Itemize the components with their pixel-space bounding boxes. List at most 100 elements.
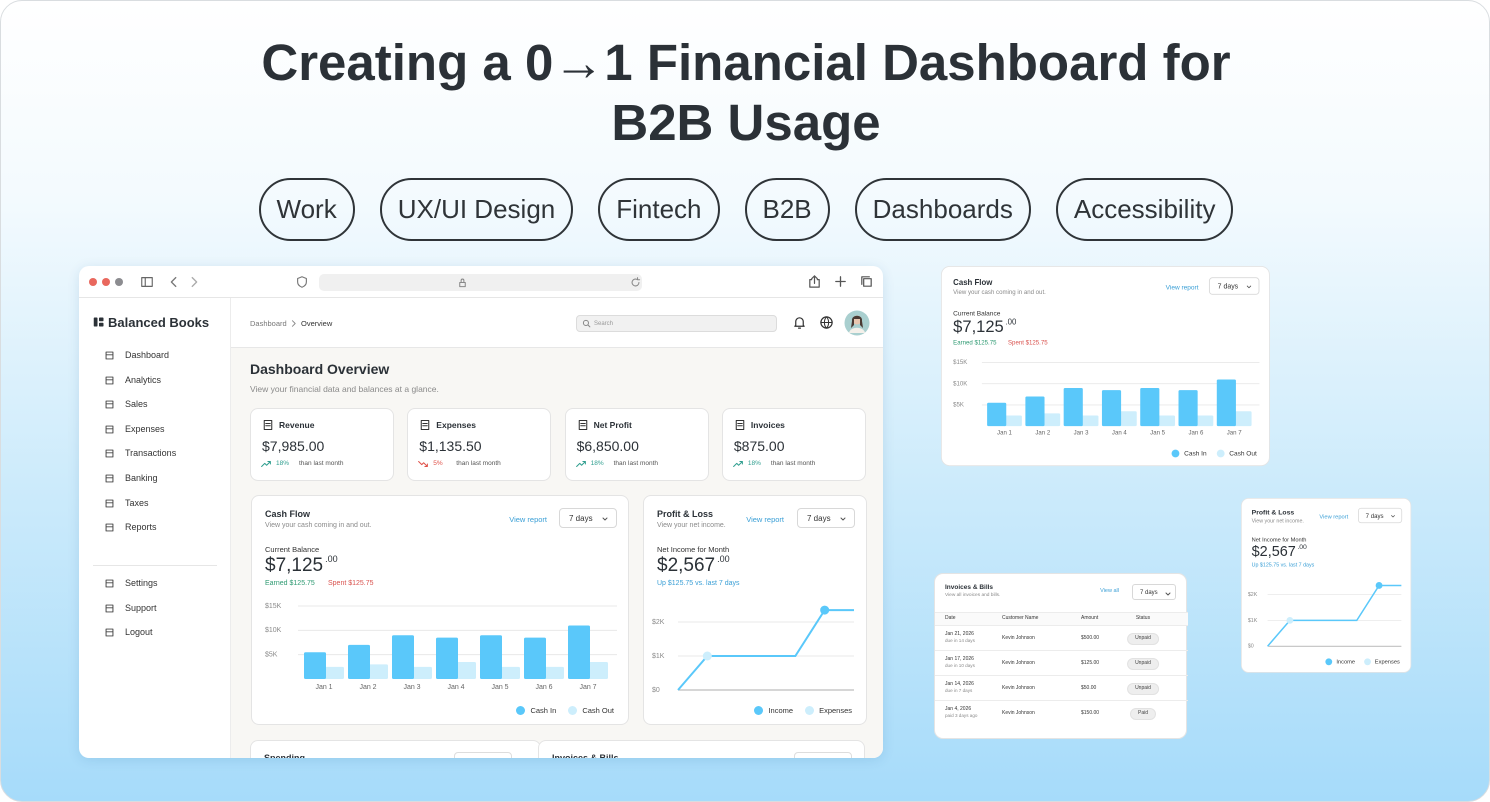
nav-label: Sales bbox=[125, 399, 148, 410]
nav-icon bbox=[105, 425, 114, 434]
icon-stroke bbox=[105, 523, 114, 532]
period-label: 7 days bbox=[1140, 590, 1158, 596]
nav-label: Settings bbox=[125, 578, 158, 588]
stat-card: Invoices $875.00 18% than last month bbox=[721, 408, 866, 481]
status-badge: Unpaid bbox=[1127, 632, 1159, 645]
tag-pill: Fintech bbox=[598, 178, 720, 241]
nav-label: Dashboard bbox=[125, 350, 170, 360]
card-subtitle: View your cash coming in and out. bbox=[953, 289, 1046, 296]
period-dropdown[interactable]: 7 days bbox=[1358, 507, 1403, 524]
lower-card-title: Invoices & Bills bbox=[552, 753, 619, 759]
icon-stroke bbox=[578, 419, 587, 431]
nav-item[interactable]: Taxes bbox=[79, 496, 231, 512]
view-report-link[interactable]: View report bbox=[509, 515, 547, 524]
x-tick-label: Jan 7 bbox=[579, 684, 596, 691]
table-row: Jan 17, 2026 due in 10 days Kevin Johnson $… bbox=[935, 651, 1188, 676]
icon-stroke bbox=[575, 461, 586, 467]
y-tick-label: $15K bbox=[953, 359, 967, 366]
stat-change: 5% bbox=[433, 460, 443, 467]
legend-swatch bbox=[1325, 658, 1333, 666]
customer-name: Kevin Johnson bbox=[1002, 685, 1035, 691]
legend-item: Cash In bbox=[516, 706, 556, 715]
y-tick-label: $1K bbox=[1248, 618, 1258, 624]
view-all-link[interactable]: View all bbox=[1100, 588, 1119, 594]
period-label: 7 days bbox=[569, 514, 593, 523]
balance: $2,567.00 bbox=[657, 555, 730, 576]
bar bbox=[1216, 379, 1236, 427]
change-note: Up $125.75 vs. last 7 days bbox=[657, 580, 740, 587]
icon-stroke bbox=[794, 317, 805, 329]
balance: $7,125.00 bbox=[953, 318, 1016, 337]
nav-item[interactable]: Analytics bbox=[79, 373, 231, 389]
legend-item: Cash In bbox=[1171, 449, 1207, 458]
nav-item[interactable]: Sales bbox=[79, 397, 231, 413]
icon-stroke bbox=[105, 400, 114, 409]
icon-stroke bbox=[141, 277, 153, 287]
icon-stroke bbox=[261, 461, 271, 467]
nav-item[interactable]: Transactions bbox=[79, 446, 231, 462]
stat-card: Revenue $7,985.00 18% than last month bbox=[250, 408, 394, 481]
cash-flow-card: Cash Flow View your cash coming in and ou… bbox=[251, 495, 629, 725]
icon-stroke bbox=[105, 474, 114, 483]
period-dropdown[interactable]: 7 days bbox=[559, 508, 617, 528]
nav-item[interactable]: Dashboard bbox=[79, 348, 231, 364]
nav-item[interactable]: Settings bbox=[79, 576, 231, 592]
sidebar: Balanced Books Dashboard Analytics Sales Exp… bbox=[79, 298, 231, 758]
x-tick-label: Jan 2 bbox=[359, 684, 376, 691]
x-tick-label: Jan 3 bbox=[403, 684, 420, 691]
status-badge: Unpaid bbox=[1127, 682, 1159, 695]
x-tick-label: Jan 6 bbox=[535, 684, 552, 691]
icon-stroke bbox=[421, 419, 430, 431]
nav-icon bbox=[105, 376, 114, 385]
dropdown[interactable] bbox=[794, 752, 852, 758]
stat-card: Expenses $1,135.50 5% than last month bbox=[407, 408, 552, 481]
headline: B2B Usage bbox=[611, 94, 881, 151]
y-tick-label: $2K bbox=[1248, 592, 1258, 598]
trend-icon bbox=[575, 461, 586, 467]
bar bbox=[1117, 411, 1137, 427]
window-dot bbox=[89, 278, 97, 286]
view-report-link[interactable]: View report bbox=[746, 515, 784, 524]
legend-label: Cash In bbox=[530, 706, 557, 715]
nav-item[interactable]: Banking bbox=[79, 471, 231, 487]
icon-stroke bbox=[840, 517, 846, 521]
legend-item: Cash Out bbox=[1217, 449, 1257, 458]
icon-stroke bbox=[105, 449, 114, 458]
balance-amount: $7,125 bbox=[953, 318, 1004, 337]
card-subtitle: View your cash coming in and out. bbox=[265, 522, 372, 529]
invoice-due: paid 3 days ago bbox=[945, 713, 978, 718]
table-header bbox=[935, 612, 1188, 626]
view-report-link[interactable]: View report bbox=[1165, 283, 1199, 292]
stat-label: Net Profit bbox=[593, 420, 632, 430]
bar bbox=[410, 666, 432, 679]
card-subtitle: View your net income. bbox=[657, 522, 726, 529]
icon-stroke bbox=[291, 320, 296, 327]
bar bbox=[568, 625, 590, 679]
period-dropdown[interactable]: 7 days bbox=[1208, 277, 1260, 295]
view-report-link[interactable]: View report bbox=[1319, 513, 1349, 521]
stat-icon bbox=[735, 419, 745, 431]
x-tick-label: Jan 1 bbox=[315, 684, 332, 691]
stat-value: $6,850.00 bbox=[576, 438, 639, 454]
legend-swatch bbox=[1217, 449, 1225, 458]
nav-item[interactable]: Reports bbox=[79, 520, 231, 536]
legend: Cash In Cash Out bbox=[1171, 449, 1257, 458]
search-box[interactable]: Search bbox=[576, 315, 777, 332]
nav-item[interactable]: Expenses bbox=[79, 422, 231, 438]
invoice-due: due in 7 days bbox=[945, 688, 973, 693]
icon-stroke bbox=[1246, 285, 1252, 289]
nav-item[interactable]: Logout bbox=[79, 625, 231, 641]
page-title: Dashboard Overview bbox=[250, 361, 390, 377]
period-dropdown[interactable]: 7 days bbox=[1132, 584, 1176, 600]
period-dropdown[interactable]: 7 days bbox=[797, 508, 855, 528]
y-tick-label: $10K bbox=[265, 627, 282, 634]
balance-cents: .00 bbox=[1297, 542, 1307, 551]
icon-stroke bbox=[460, 278, 465, 284]
dropdown[interactable] bbox=[454, 752, 512, 758]
nav-item[interactable]: Support bbox=[79, 601, 231, 617]
icon-stroke bbox=[863, 278, 872, 287]
x-tick-label: Jan 5 bbox=[1150, 430, 1165, 437]
customer-name: Kevin Johnson bbox=[1002, 710, 1035, 716]
bar bbox=[392, 635, 414, 679]
